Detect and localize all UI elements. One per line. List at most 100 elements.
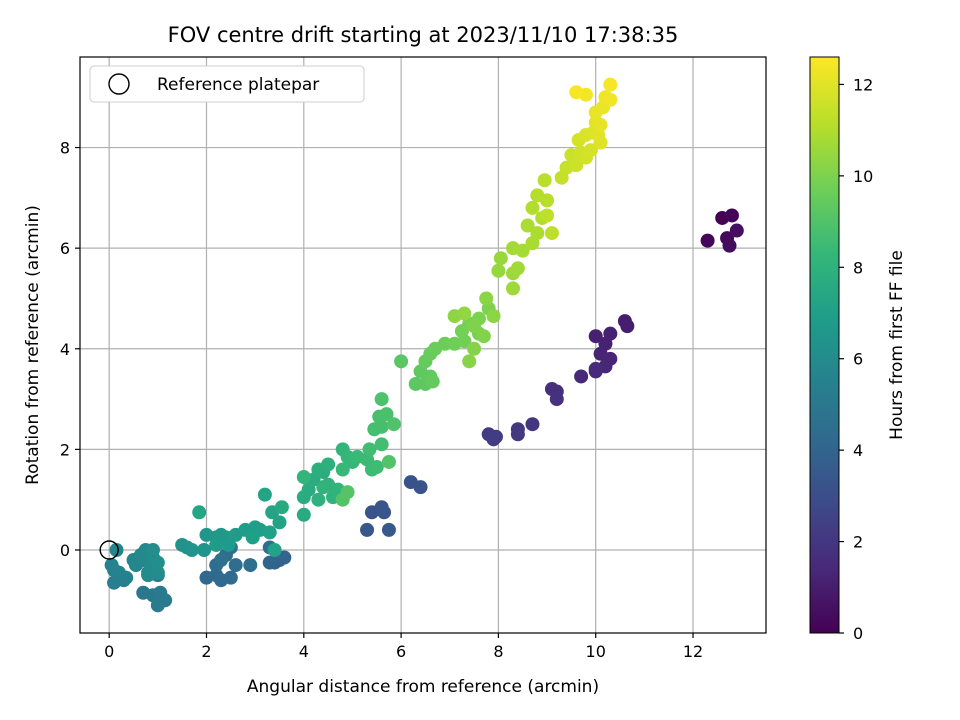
colorbar-tick-label: 2 (853, 533, 863, 552)
scatter-point (588, 329, 603, 344)
scatter-point (525, 417, 540, 432)
x-tick-label: 6 (396, 642, 406, 661)
scatter-point (119, 570, 134, 585)
scatter-point (537, 173, 552, 188)
scatter-point (457, 306, 472, 321)
x-tick-label: 8 (493, 642, 503, 661)
scatter-point (620, 319, 635, 334)
scatter-point (603, 92, 618, 107)
scatter-point (394, 354, 409, 369)
scatter-point (316, 480, 331, 495)
scatter-point (413, 480, 428, 495)
scatter-point (267, 542, 282, 557)
scatter-point (544, 226, 559, 241)
scatter-point (272, 515, 287, 530)
scatter-point (462, 354, 477, 369)
scatter-point (209, 537, 224, 552)
legend-box (89, 65, 365, 103)
y-tick-label: 6 (60, 239, 70, 258)
scatter-point (362, 442, 377, 457)
reference-platepar-marker (99, 540, 119, 560)
y-axis-label: Rotation from reference (arcmin) (23, 205, 43, 485)
scatter-point (510, 427, 525, 442)
colorbar: 0 2 4 6 8 10 12 Hours from first FF file (809, 56, 907, 643)
scatter-point (729, 223, 744, 238)
scatter-point (540, 208, 555, 223)
scatter-point (603, 77, 618, 92)
plot-frame (79, 56, 767, 634)
scatter-point (569, 158, 584, 173)
colorbar-tick-label: 4 (853, 441, 863, 460)
scatter-point (257, 487, 272, 502)
x-tick-label: 12 (683, 642, 703, 661)
scatter-point (540, 193, 555, 208)
scatter-point (360, 522, 375, 537)
y-tick-label: 0 (60, 541, 70, 560)
colorbar-gradient (809, 56, 840, 634)
scatter-point (467, 319, 482, 334)
scatter-point (425, 374, 440, 389)
scatter-point (274, 500, 289, 515)
scatter-point (223, 570, 238, 585)
scatter-point (479, 291, 494, 306)
scatter-point (381, 522, 396, 537)
chart-title: FOV centre drift starting at 2023/11/10 … (168, 23, 679, 47)
colorbar-label: Hours from first FF file (887, 250, 907, 440)
colorbar-tick-label: 10 (853, 167, 873, 186)
scatter-point (197, 542, 212, 557)
legend-label: Reference platepar (157, 75, 319, 95)
scatter-point (569, 85, 584, 100)
scatter-point (374, 437, 389, 452)
scatter-point (506, 281, 521, 296)
scatter-point (374, 392, 389, 407)
colorbar-tick-label: 8 (853, 258, 863, 277)
scatter-point (408, 376, 423, 391)
scatter-point (296, 470, 311, 485)
y-axis-ticks: 0 2 4 6 8 (60, 139, 80, 560)
scatter-point (583, 143, 598, 158)
colorbar-tick-label: 0 (853, 624, 863, 643)
scatter-point (214, 553, 229, 568)
scatter-point (104, 558, 119, 573)
scatter-point (491, 263, 506, 278)
x-tick-label: 0 (104, 642, 114, 661)
scatter-point (109, 542, 124, 557)
scatter-point (245, 530, 260, 545)
scatter-point (437, 336, 452, 351)
scatter-point (510, 261, 525, 276)
colorbar-tick-label: 6 (853, 350, 863, 369)
scatter-point (515, 243, 530, 258)
scatter-point (530, 226, 545, 241)
legend: Reference platepar (89, 65, 365, 103)
scatter-point (488, 429, 503, 444)
y-tick-label: 4 (60, 340, 70, 359)
scatter-point (486, 309, 501, 324)
scatter-point (192, 505, 207, 520)
scatter-point (369, 459, 384, 474)
scatter-point (243, 558, 258, 573)
scatter-point (476, 329, 491, 344)
scatter-point (150, 565, 165, 580)
scatter-point (722, 238, 737, 253)
scatter-point (262, 525, 277, 540)
scatter-point (520, 218, 535, 233)
scatter-point (588, 361, 603, 376)
colorbar-tick-label: 12 (853, 75, 873, 94)
scatter-point (145, 542, 160, 557)
scatter-point (184, 542, 199, 557)
x-axis-label: Angular distance from reference (arcmin) (247, 677, 599, 697)
scatter-point (379, 407, 394, 422)
scatter-point (262, 555, 277, 570)
scatter-point (574, 369, 589, 384)
scatter-point (277, 550, 292, 565)
scatter-point (150, 598, 165, 613)
x-tick-label: 4 (299, 642, 309, 661)
scatter-point (493, 251, 508, 266)
scatter-point (228, 558, 243, 573)
y-tick-label: 8 (60, 139, 70, 158)
scatter-point (296, 507, 311, 522)
scatter-point (700, 233, 715, 248)
scatter-point (377, 505, 392, 520)
scatter-points (104, 77, 744, 613)
